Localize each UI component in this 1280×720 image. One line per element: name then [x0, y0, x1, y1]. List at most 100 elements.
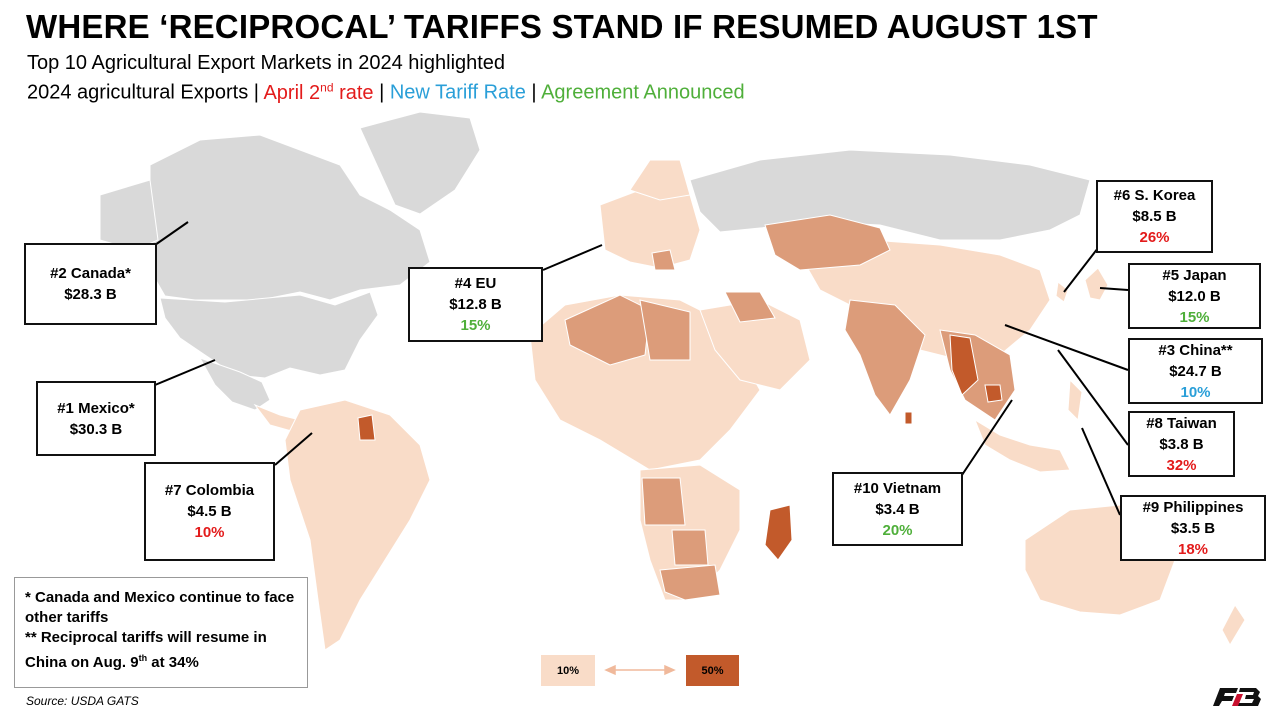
key-new-rate: New Tariff Rate — [389, 81, 526, 104]
leader-japan — [1099, 287, 1129, 291]
market-rate: 26% — [1139, 229, 1170, 246]
region-south-america — [284, 399, 431, 651]
leader-korea — [1063, 247, 1099, 293]
key-april-text: April 2 — [263, 81, 321, 104]
region-russia — [689, 149, 1091, 241]
footnote-china-suffix: at 34% — [147, 654, 199, 671]
region-europe — [599, 189, 701, 269]
region-guyana — [357, 414, 376, 441]
key-april-suffix: rate — [333, 81, 374, 104]
market-rate: 20% — [882, 521, 913, 539]
callout-philippines: #9 Philippines $3.5 B 18% — [1120, 495, 1266, 561]
market-value: $12.8 B — [449, 296, 502, 313]
market-value: $3.8 B — [1159, 435, 1204, 453]
region-greenland — [359, 111, 481, 215]
region-angola — [641, 477, 686, 526]
leader-mexico — [154, 359, 216, 386]
market-rate: 18% — [1177, 540, 1209, 558]
callout-canada: #2 Canada* $28.3 B — [24, 243, 157, 325]
page-subtitle: Top 10 Agricultural Export Markets in 20… — [27, 52, 506, 74]
market-label: #7 Colombia — [164, 482, 255, 499]
market-value: $12.0 B — [1168, 287, 1221, 305]
market-value: $28.3 B — [64, 286, 117, 303]
region-botswana — [671, 529, 709, 566]
market-label: #6 S. Korea — [1113, 187, 1196, 204]
footnote-china-sup: th — [138, 653, 148, 663]
market-label: #1 Mexico* — [57, 399, 135, 417]
market-rate: 15% — [460, 317, 491, 334]
market-value: $8.5 B — [1132, 208, 1177, 225]
key-april-rate: April 2nd rate — [263, 80, 374, 104]
callout-taiwan: #8 Taiwan $3.8 B 32% — [1128, 411, 1235, 477]
market-rate: 15% — [1179, 308, 1210, 326]
callout-vietnam: #10 Vietnam $3.4 B 20% — [832, 472, 963, 546]
key-april-sup: nd — [320, 80, 334, 94]
market-label: #8 Taiwan — [1146, 414, 1217, 432]
region-libya — [639, 299, 691, 361]
market-label: #5 Japan — [1162, 266, 1227, 284]
market-label: #3 China** — [1158, 341, 1233, 359]
region-algeria — [564, 294, 651, 366]
callout-china: #3 China** $24.7 B 10% — [1128, 338, 1263, 404]
scale-arrow — [604, 664, 676, 676]
market-label: #10 Vietnam — [853, 479, 942, 497]
market-value: $3.4 B — [875, 500, 920, 518]
region-india — [844, 299, 926, 416]
key-exports: 2024 agricultural Exports — [27, 81, 249, 104]
region-syria-iraq — [724, 291, 776, 323]
leader-taiwan — [1057, 349, 1129, 446]
market-label: #9 Philippines — [1142, 498, 1244, 516]
callout-japan: #5 Japan $12.0 B 15% — [1128, 263, 1261, 329]
region-mexico — [198, 357, 271, 411]
leader-philippines — [1081, 427, 1121, 516]
market-value: $3.5 B — [1170, 519, 1216, 537]
key-separator: | — [248, 81, 264, 104]
callout-south-korea: #6 S. Korea $8.5 B 26% — [1096, 180, 1213, 253]
region-madagascar — [764, 504, 793, 561]
market-value: $4.5 B — [187, 503, 232, 520]
market-rate: 10% — [1180, 383, 1211, 401]
region-japan — [1084, 267, 1109, 301]
page-title: WHERE ‘RECIPROCAL’ TARIFFS STAND IF RESU… — [26, 8, 1098, 45]
region-myanmar-laos — [949, 334, 979, 396]
key-separator: | — [525, 81, 542, 104]
region-new-zealand — [1221, 604, 1246, 647]
region-usa — [159, 291, 379, 379]
footnote-canada-mexico: * Canada and Mexico continue to face oth… — [25, 589, 295, 626]
callout-eu: #4 EU $12.8 B 15% — [408, 267, 543, 342]
scale-max-swatch: 50% — [686, 655, 739, 686]
color-key-line: 2024 agricultural Exports | April 2nd ra… — [27, 80, 745, 105]
leader-vietnam — [961, 399, 1013, 476]
callout-colombia: #7 Colombia $4.5 B 10% — [144, 462, 275, 561]
market-label: #2 Canada* — [50, 265, 131, 282]
leader-eu — [542, 244, 603, 271]
leader-colombia — [274, 432, 313, 466]
key-agreement: Agreement Announced — [541, 81, 745, 104]
fb-logo-icon — [1213, 688, 1261, 706]
market-rate: 10% — [194, 524, 225, 541]
region-philippines — [1067, 378, 1083, 422]
region-alaska — [99, 179, 159, 251]
market-value: $30.3 B — [69, 420, 123, 438]
leader-canada — [154, 221, 189, 246]
market-label: #4 EU — [454, 275, 497, 292]
region-sri-lanka — [904, 411, 913, 425]
footnote-china-text: ** Reciprocal tariffs will resume in Chi… — [25, 629, 267, 671]
region-south-africa — [659, 564, 721, 601]
market-value: $24.7 B — [1169, 362, 1222, 380]
footnote-box: * Canada and Mexico continue to face oth… — [14, 577, 308, 688]
leader-china — [1004, 324, 1129, 371]
region-korea — [1055, 281, 1069, 303]
callout-mexico: #1 Mexico* $30.3 B — [36, 381, 156, 456]
region-balkans — [651, 249, 676, 271]
scale-min-swatch: 10% — [541, 655, 595, 686]
region-kazakhstan — [764, 214, 891, 271]
region-indonesia — [973, 418, 1071, 473]
source-note: Source: USDA GATS — [26, 694, 139, 708]
region-cambodia — [984, 384, 1003, 403]
market-rate: 32% — [1166, 456, 1197, 474]
region-scandinavia — [629, 159, 691, 201]
key-separator: | — [373, 81, 390, 104]
footnote-china: ** Reciprocal tariffs will resume in Chi… — [25, 628, 297, 673]
